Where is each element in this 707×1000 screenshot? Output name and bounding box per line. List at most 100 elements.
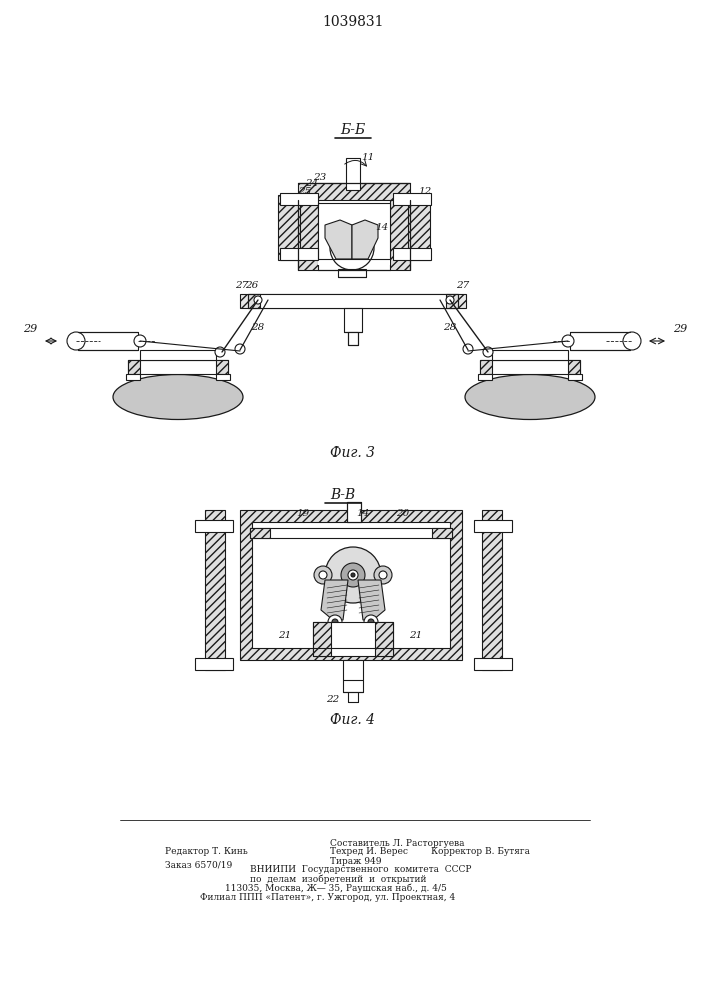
Text: Заказ 6570/19: Заказ 6570/19 xyxy=(165,860,233,869)
Bar xyxy=(278,195,300,260)
Text: 27: 27 xyxy=(457,282,469,290)
Text: 27: 27 xyxy=(235,282,249,290)
Text: 24: 24 xyxy=(305,180,319,188)
Text: 21: 21 xyxy=(409,631,423,640)
Circle shape xyxy=(379,571,387,579)
Bar xyxy=(346,158,360,190)
Circle shape xyxy=(347,243,357,253)
Text: 11: 11 xyxy=(361,152,375,161)
Text: 25: 25 xyxy=(298,188,312,196)
Circle shape xyxy=(374,566,392,584)
Text: Фиг. 3: Фиг. 3 xyxy=(330,446,375,460)
Text: 14: 14 xyxy=(356,508,370,518)
Circle shape xyxy=(341,237,363,259)
Bar xyxy=(128,360,228,374)
Bar xyxy=(128,360,140,374)
Text: 21: 21 xyxy=(279,631,291,640)
Bar xyxy=(250,528,452,538)
Circle shape xyxy=(364,615,378,629)
Circle shape xyxy=(446,296,454,304)
Bar xyxy=(250,528,270,538)
Bar xyxy=(432,528,452,538)
Bar xyxy=(313,622,331,656)
Bar xyxy=(78,332,138,350)
Bar xyxy=(248,294,260,308)
Bar xyxy=(446,294,458,308)
Circle shape xyxy=(463,344,473,354)
Bar xyxy=(393,248,431,260)
Text: по  делам  изобретений  и  открытий: по делам изобретений и открытий xyxy=(250,874,426,884)
Text: 29: 29 xyxy=(673,324,687,334)
Bar xyxy=(344,308,362,332)
Bar xyxy=(480,360,580,374)
Bar xyxy=(375,622,393,656)
Bar xyxy=(216,374,230,380)
Text: В-В: В-В xyxy=(330,488,356,502)
Bar xyxy=(126,374,140,380)
Bar xyxy=(318,203,390,265)
Text: Б-Б: Б-Б xyxy=(340,123,366,137)
Bar xyxy=(205,510,225,670)
Ellipse shape xyxy=(113,374,243,420)
Ellipse shape xyxy=(465,374,595,420)
Bar xyxy=(338,269,366,277)
Text: 12: 12 xyxy=(419,188,432,196)
Bar xyxy=(393,193,431,205)
Polygon shape xyxy=(358,580,385,620)
Bar xyxy=(343,660,363,692)
Circle shape xyxy=(341,563,365,587)
Circle shape xyxy=(350,246,354,250)
Circle shape xyxy=(319,571,327,579)
Text: 28: 28 xyxy=(252,322,264,332)
Bar xyxy=(480,360,492,374)
Bar xyxy=(280,193,318,205)
Bar xyxy=(140,350,216,360)
Circle shape xyxy=(134,335,146,347)
Text: Фиг. 4: Фиг. 4 xyxy=(330,713,375,727)
Circle shape xyxy=(330,226,374,270)
Circle shape xyxy=(67,332,85,350)
Bar xyxy=(240,294,466,308)
Text: 14: 14 xyxy=(375,223,389,232)
Polygon shape xyxy=(352,220,378,259)
Bar xyxy=(408,195,430,260)
Circle shape xyxy=(368,619,374,625)
Text: Составитель Л. Расторгуева: Составитель Л. Расторгуева xyxy=(330,838,464,848)
Text: 20: 20 xyxy=(397,508,409,518)
Bar xyxy=(248,294,458,308)
Text: Тираж 949: Тираж 949 xyxy=(330,856,382,865)
Circle shape xyxy=(328,615,342,629)
Circle shape xyxy=(215,347,225,357)
Bar xyxy=(298,200,318,270)
Bar xyxy=(568,374,582,380)
Circle shape xyxy=(332,619,338,625)
Text: 29: 29 xyxy=(23,324,37,334)
Text: Филиал ППП «Патент», г. Ужгород, ул. Проектная, 4: Филиал ППП «Патент», г. Ужгород, ул. Про… xyxy=(200,892,455,902)
Text: Редактор Т. Кинь: Редактор Т. Кинь xyxy=(165,848,247,856)
Polygon shape xyxy=(321,580,348,620)
Bar xyxy=(216,360,228,374)
Circle shape xyxy=(351,573,355,577)
Circle shape xyxy=(254,296,262,304)
Bar xyxy=(252,522,450,648)
Circle shape xyxy=(235,344,245,354)
Text: 19: 19 xyxy=(296,508,310,518)
Bar xyxy=(570,332,630,350)
Bar xyxy=(195,520,233,532)
Bar xyxy=(298,183,410,200)
Text: 113035, Москва, Ж— 35, Раушская наб., д. 4/5: 113035, Москва, Ж— 35, Раушская наб., д.… xyxy=(225,883,447,893)
Text: ВНИИПИ  Государственного  комитета  СССР: ВНИИПИ Государственного комитета СССР xyxy=(250,865,472,874)
Bar xyxy=(478,374,492,380)
Polygon shape xyxy=(325,220,352,259)
Bar xyxy=(568,360,580,374)
Circle shape xyxy=(325,547,381,603)
Bar xyxy=(195,658,233,670)
Bar xyxy=(347,502,361,522)
Bar xyxy=(482,510,502,670)
Circle shape xyxy=(562,335,574,347)
Bar xyxy=(474,658,512,670)
Circle shape xyxy=(314,566,332,584)
Text: 26: 26 xyxy=(245,282,259,290)
Text: 22: 22 xyxy=(327,696,339,704)
Text: 1039831: 1039831 xyxy=(322,15,384,29)
